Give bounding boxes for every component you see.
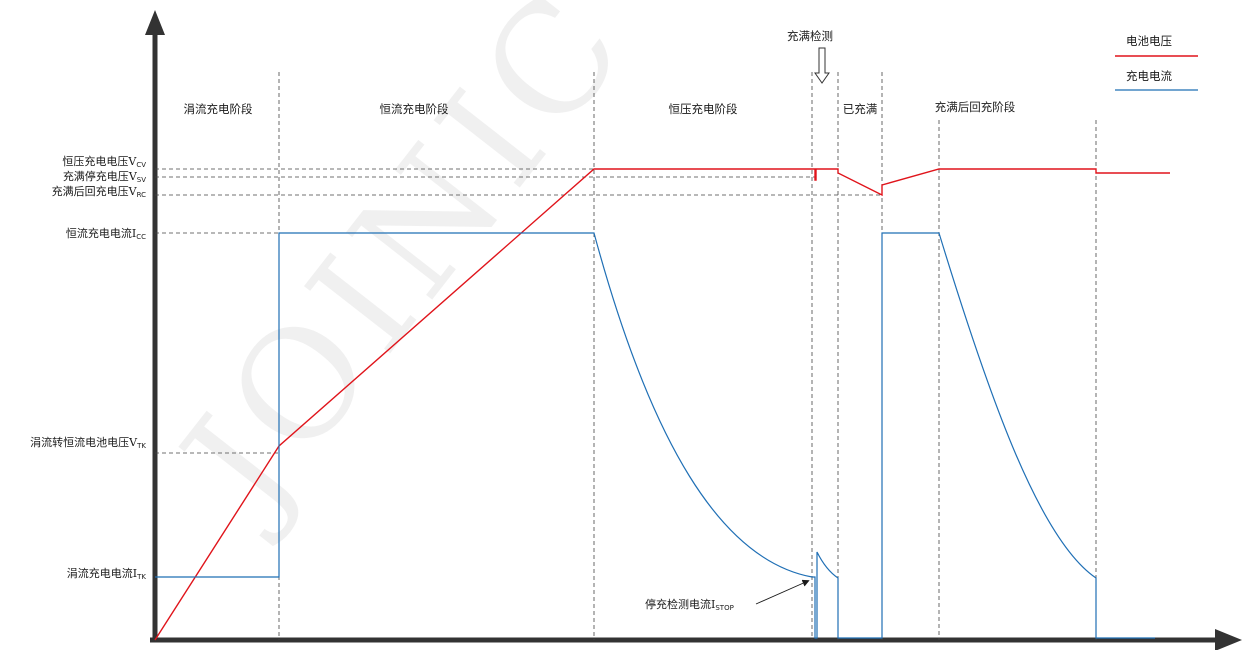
legend-label-voltage: 电池电压 [1126,34,1172,48]
phase-label-full: 已充满 [843,102,878,116]
y-label-vcv: 恒压充电电压VCV [62,154,146,169]
full-detect-label: 充满检测 [787,29,833,43]
y-axis-arrow-icon [145,10,165,35]
x-axis-arrow-icon [1215,629,1242,650]
phase-label-recharge: 充满后回充阶段 [935,100,1016,114]
phase-label-cv: 恒压充电阶段 [669,102,738,116]
down-arrow-icon [814,47,830,84]
watermark: JOINIC [143,0,662,552]
full-detect-annotation: 充满检测 [787,29,833,84]
y-label-icc: 恒流充电电流ICC [66,226,146,241]
series-current-line [155,232,1155,639]
legend-label-current: 充电电流 [1126,69,1172,83]
y-label-itk: 涓流充电电流ITK [67,566,147,581]
axes [145,10,1242,650]
y-label-vrc: 充满后回充电压VRC [52,184,146,199]
y-labels: 恒压充电电压VCV 充满停充电压VSV 充满后回充电压VRC 恒流充电电流ICC… [30,154,146,581]
stop-current-label: 停充检测电流ISTOP [645,597,734,612]
y-label-vtk: 涓流转恒流电池电压VTK [30,435,146,450]
phase-label-trickle: 涓流充电阶段 [184,102,253,116]
series-voltage-line [154,168,1170,641]
y-label-vsv: 充满停充电压VSV [63,169,146,184]
stop-current-leader [755,579,810,605]
stop-current-annotation: 停充检测电流ISTOP [645,579,810,612]
legend: 电池电压 充电电流 [1115,34,1198,91]
svg-text:JOINIC: JOINIC [143,0,662,552]
phase-label-cc: 恒流充电阶段 [380,102,449,116]
phase-labels: 涓流充电阶段 恒流充电阶段 恒压充电阶段 已充满 充满后回充阶段 [184,100,1016,116]
